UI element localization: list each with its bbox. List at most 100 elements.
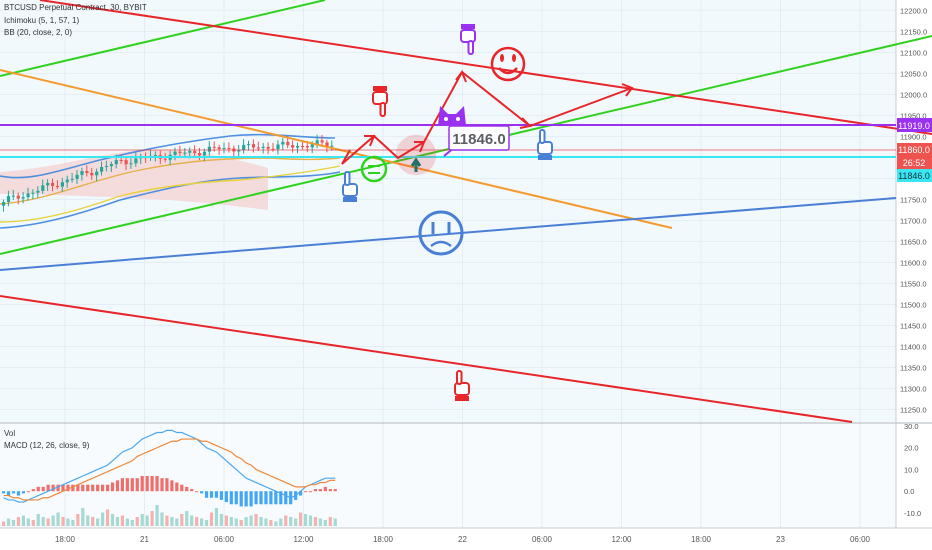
sad-face-icon [418,210,464,256]
macd-histogram-bar [21,491,25,494]
volume-bar [244,517,248,526]
candle-body [222,148,226,150]
up-arrow-icon [410,157,422,172]
volume-bar [130,520,134,526]
volume-bar [76,514,80,526]
macd-line [3,429,336,503]
macd-histogram-bar [51,484,55,492]
time-tick-label: 23 [776,535,785,544]
candle-body [36,190,40,193]
macd-histogram-bar [120,478,124,492]
candle-body [325,142,329,147]
candle-body [315,140,319,145]
macd-histogram-bar [224,491,228,503]
price-callout[interactable]: 11846.0 [443,125,510,157]
candle-body [65,179,69,183]
macd-histogram-bar [140,476,144,492]
pointing-hand-icon [342,171,358,202]
volume-bar [115,517,120,526]
price-tick-label: 11450.0 [900,321,927,330]
candle-body [193,150,197,154]
price-tick-label: 11600.0 [900,258,927,267]
volume-bar [180,514,184,526]
cat-face-icon [438,106,466,126]
volume-bar [110,514,115,526]
price-tag-purple: 11919.0 [897,118,932,132]
candle-body [60,182,64,187]
candle-body [100,167,104,172]
volume-bar [71,520,75,526]
timer-tag-bg [897,156,932,169]
time-tick-label: 12:00 [611,535,632,544]
price-tick-label: 11750.0 [900,195,927,204]
timer-tag-label: 26:52 [903,158,926,168]
volume-bar [234,518,238,526]
macd-histogram-bar [185,486,189,492]
time-axis[interactable]: 18:00 21 06:00 12:00 18:00 22 06:00 12:00 18:00 2… [55,535,871,544]
bb-legend: BB (20, close, 2, 0) [4,28,72,37]
sub-legend: Vol MACD (12, 26, close, 9) [4,429,90,450]
volume-bar [51,515,55,526]
pointing-hand-icon [460,24,476,55]
price-tick-label: 12050.0 [900,69,927,78]
price-tick-label: 11350.0 [900,363,927,372]
pointing-hand-icon [372,86,388,117]
red-tag-bg [897,143,932,156]
macd-histogram-bar [333,489,337,492]
volume-bar [145,515,149,526]
hand-palm [372,91,388,105]
macd-pane[interactable] [0,424,896,528]
volume-bar [120,515,124,526]
volume-bar [26,518,30,526]
hand-palm [460,29,476,43]
macd-histogram-bar [61,484,65,492]
callout-box [448,125,510,151]
candle-body [55,186,60,188]
volume-bar [61,517,65,526]
price-tick-label: 12200.0 [900,6,927,15]
hand-finger [379,102,386,117]
price-tick-label: 11950.0 [900,111,927,120]
macd-histogram-bar [219,491,223,500]
orange-trendline [0,69,673,229]
macd-tick-label: 0.0 [904,487,914,496]
candle-body [286,141,290,146]
main-price-pane[interactable] [0,0,896,422]
volume-bar [219,514,223,526]
price-tick-label: 11650.0 [900,237,927,246]
volume-bar [279,518,283,526]
macd-histogram-bar [308,491,313,493]
candle-body [266,146,270,149]
macd-histogram-bar [170,480,174,492]
candle-body [119,160,123,162]
volume-bar [204,520,209,526]
price-tick-label: 11400.0 [900,342,927,351]
price-tick-label: 11250.0 [900,405,927,414]
price-tick-label: 12100.0 [900,48,927,57]
candle-body [26,193,30,198]
volume-bar [294,518,298,526]
macd-histogram-bar [71,484,75,492]
volume-bar [313,517,318,526]
smiley-face-icon [490,46,526,82]
price-tag-cyan: 11846.0 [897,169,932,182]
macd-histogram-bar [125,478,129,492]
macd-tick-label: 30.0 [904,422,919,431]
macd-histogram-bar [269,491,273,505]
candle-body [46,182,50,186]
candle-body [188,150,192,153]
macd-histogram-bar [105,484,110,492]
macd-histogram-bar [200,491,204,494]
candle-body [173,151,177,155]
candle-body [330,145,334,147]
volume-bar [96,518,100,526]
macd-histogram-bar [318,489,322,492]
macd-axis[interactable]: -10.0 0.0 10.0 20.0 30.0 [904,422,921,518]
volume-bar [229,517,233,526]
hand-cuff [343,197,357,202]
candle-body [305,146,309,148]
macd-histogram-bar [209,491,214,498]
macd-histogram-bar [81,484,85,492]
hand-finger [344,171,351,186]
macd-histogram-bar [31,489,35,492]
